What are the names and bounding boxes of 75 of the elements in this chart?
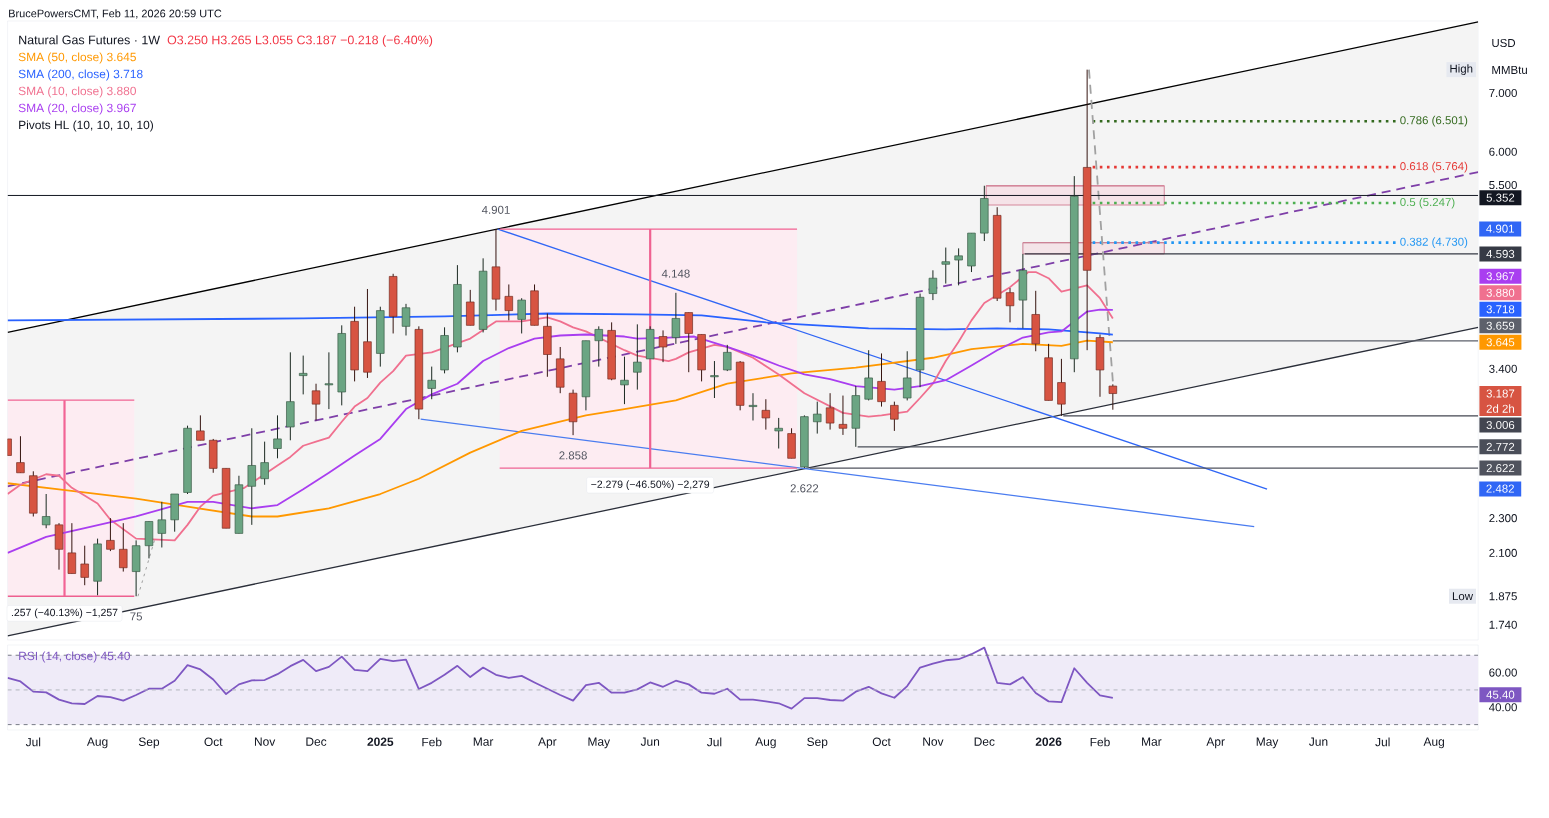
x-tick-label: Feb <box>422 737 442 747</box>
x-tick-label: Jul <box>706 737 722 747</box>
y-tick-label: 60.00 <box>1489 668 1517 677</box>
x-tick-label: Apr <box>1206 737 1225 749</box>
x-tick-label: Oct <box>872 737 891 746</box>
annotation: .257 (−40.13%) −1,257 <box>11 608 118 619</box>
y-tick-label: 5.500 <box>1489 180 1517 190</box>
x-tick-label: Jul <box>1375 737 1390 747</box>
data-label: 2.622 <box>1486 464 1515 473</box>
y-tick-label: 6.000 <box>1489 147 1517 156</box>
annotation: 2.622 <box>790 484 819 493</box>
text: Low <box>1452 592 1474 601</box>
annotation: −2.279 (−46.50%) −2,279 <box>591 480 710 491</box>
data-label: 0.5 (5.247) <box>1400 197 1455 209</box>
annotation: 75 <box>130 612 143 621</box>
text: SMA (20, close) 3.967 <box>18 103 136 115</box>
y-tick-label: 1.740 <box>1489 620 1517 629</box>
series-label: RSI (14, close) 45.40 <box>19 651 131 663</box>
data-label: 3.006 <box>1486 420 1515 430</box>
x-tick-label: 2025 <box>367 737 394 746</box>
x-tick-label: Oct <box>204 737 223 746</box>
x-tick-label: May <box>588 737 611 749</box>
text: 3.718 <box>1486 305 1515 314</box>
text: BrucePowersCMT, Feb 11, 2026 20:59 UTC <box>9 9 222 19</box>
x-tick-label: Aug <box>1423 737 1444 749</box>
text: 3.880 <box>1486 288 1515 297</box>
text: 3.187 <box>1486 389 1515 398</box>
y-tick-label: 4.901 <box>1486 224 1514 233</box>
x-tick-label: Sep <box>807 737 828 749</box>
ref-line-label: 5.352 <box>1486 193 1515 202</box>
annotation: 2d 2h <box>1486 404 1514 413</box>
text: O3.250 H3.265 L3.055 C3.187 −0.218 (−6.40%) <box>167 35 433 47</box>
text: 45.40 <box>1486 690 1515 699</box>
x-tick-label: Sep <box>138 737 160 749</box>
x-tick-label: Feb <box>1090 737 1110 747</box>
text: 3.967 <box>1486 272 1515 281</box>
data-label: 0.618 (5.764) <box>1400 161 1468 173</box>
annotation: Pivots HL (10, 10, 10, 10) <box>19 120 153 132</box>
x-tick-label: Dec <box>306 737 327 746</box>
x-tick-label: Jun <box>640 737 660 746</box>
x-tick-label: Jun <box>1309 737 1328 746</box>
y-tick-label: 2.100 <box>1489 548 1517 557</box>
data-label: 3.659 <box>1486 321 1515 330</box>
y-tick-label: 2.300 <box>1489 514 1517 523</box>
x-tick-label: Aug <box>755 737 776 749</box>
data-label: 4.593 <box>1486 249 1515 258</box>
x-tick-label: Mar <box>473 737 494 746</box>
annotation: 4.148 <box>661 269 690 278</box>
data-label: 0.786 (6.501) <box>1400 115 1468 127</box>
x-tick-label: 2026 <box>1035 737 1062 746</box>
text: SMA (50, close) 3.645 <box>18 52 136 64</box>
x-tick-label: Dec <box>974 737 995 746</box>
data-label: 0.382 (4.730) <box>1400 237 1468 249</box>
data-label: 2.772 <box>1486 442 1515 451</box>
x-tick-label: Apr <box>538 737 557 749</box>
annotation: 2.858 <box>559 451 587 460</box>
text: SMA (200, close) 3.718 <box>18 69 143 81</box>
x-tick-label: May <box>1256 737 1279 749</box>
y-axis-title: USD <box>1492 38 1516 48</box>
text: Natural Gas Futures · 1W <box>19 35 161 45</box>
y-tick-label: 1.875 <box>1489 592 1517 601</box>
text: High <box>1450 64 1473 75</box>
y-tick-label: 2.482 <box>1486 484 1514 493</box>
y-tick-label: 3.400 <box>1489 364 1517 373</box>
x-tick-label: Mar <box>1142 737 1162 746</box>
annotation: 4.901 <box>481 205 510 214</box>
x-tick-label: Nov <box>254 737 276 746</box>
text: SMA (10, close) 3.880 <box>18 86 136 98</box>
y-tick-label: 7.000 <box>1489 88 1517 97</box>
y-tick-label: 40.00 <box>1488 703 1517 712</box>
text: MMBtu <box>1492 66 1527 74</box>
text: 3.645 <box>1486 338 1515 347</box>
x-tick-label: Aug <box>86 737 108 749</box>
x-tick-label: Nov <box>923 737 944 746</box>
x-tick-label: Jul <box>25 737 41 747</box>
